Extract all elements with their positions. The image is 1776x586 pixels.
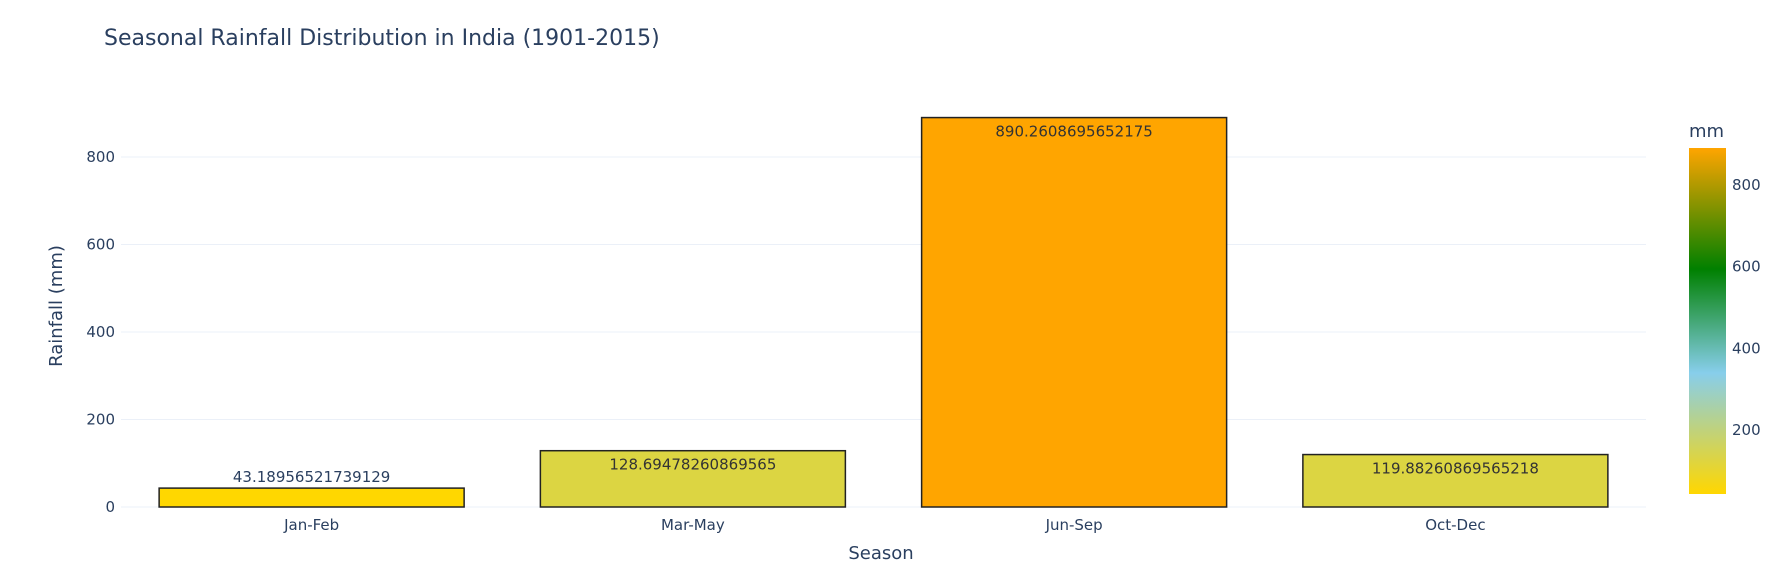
- y-axis-ticks: 0 200 400 600 800: [86, 148, 115, 516]
- y-tick-label: 800: [86, 148, 115, 166]
- y-tick-label: 400: [86, 323, 115, 341]
- x-tick-label: Jan-Feb: [283, 516, 339, 534]
- bar-value-label: 890.2608695652175: [995, 123, 1152, 141]
- x-axis-title: Season: [848, 543, 913, 564]
- bar-jun-sep: [920, 116, 1228, 508]
- x-tick-label: Mar-May: [661, 516, 725, 534]
- bar-value-label: 119.88260869565218: [1372, 460, 1539, 478]
- colorbar-ticks: 200 400 600 800: [1732, 176, 1761, 439]
- colorbar: mm 200 400 600 800: [1689, 121, 1761, 494]
- chart-title: Seasonal Rainfall Distribution in India …: [104, 26, 660, 51]
- bar-jan-feb: [158, 487, 465, 508]
- y-tick-label: 200: [86, 411, 115, 429]
- bar-value-label: 128.69478260869565: [609, 456, 776, 474]
- bars: [158, 116, 1609, 508]
- x-tick-label: Oct-Dec: [1425, 516, 1485, 534]
- colorbar-tick-label: 400: [1732, 339, 1761, 357]
- colorbar-title: mm: [1689, 121, 1724, 142]
- x-axis-ticks: Jan-Feb Mar-May Jun-Sep Oct-Dec: [283, 516, 1485, 534]
- y-tick-label: 0: [105, 498, 115, 516]
- colorbar-tick-label: 200: [1732, 421, 1761, 439]
- x-tick-label: Jun-Sep: [1045, 516, 1103, 534]
- colorbar-tick-label: 600: [1732, 258, 1761, 276]
- y-tick-label: 600: [86, 236, 115, 254]
- colorbar-tick-label: 800: [1732, 176, 1761, 194]
- bar-oct-dec: [1302, 453, 1609, 508]
- bar-value-label: 43.18956521739129: [233, 468, 390, 486]
- colorbar-gradient: [1689, 148, 1726, 494]
- bar-mar-may: [539, 449, 847, 508]
- y-axis-title: Rainfall (mm): [46, 245, 67, 367]
- bar-value-labels: 43.18956521739129 128.69478260869565 890.2…: [233, 123, 1539, 487]
